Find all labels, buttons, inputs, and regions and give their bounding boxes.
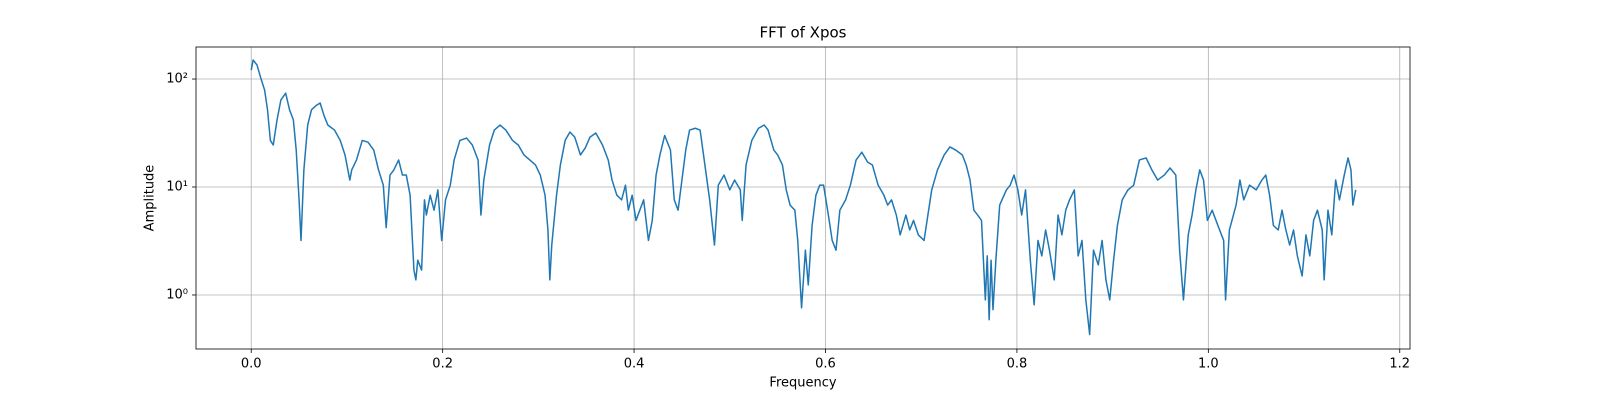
x-tick-label: 0.6	[815, 357, 836, 372]
chart-title: FFT of Xpos	[760, 24, 847, 42]
y-tick-label: 10²	[166, 72, 188, 87]
y-tick-label: 10¹	[166, 180, 188, 195]
data-line	[250, 59, 1357, 336]
x-tick-label: 0.8	[1007, 357, 1028, 372]
x-tick-label: 0.0	[241, 357, 262, 372]
plot-frame	[195, 46, 1411, 350]
y-axis-label: Amplitude	[143, 165, 158, 232]
x-tick-label: 0.2	[432, 357, 453, 372]
x-axis-label: Frequency	[769, 376, 836, 391]
x-tick-label: 1.2	[1389, 357, 1410, 372]
x-tick-label: 1.0	[1198, 357, 1219, 372]
y-tick-label: 10⁰	[166, 287, 188, 302]
x-tick-label: 0.4	[624, 357, 645, 372]
